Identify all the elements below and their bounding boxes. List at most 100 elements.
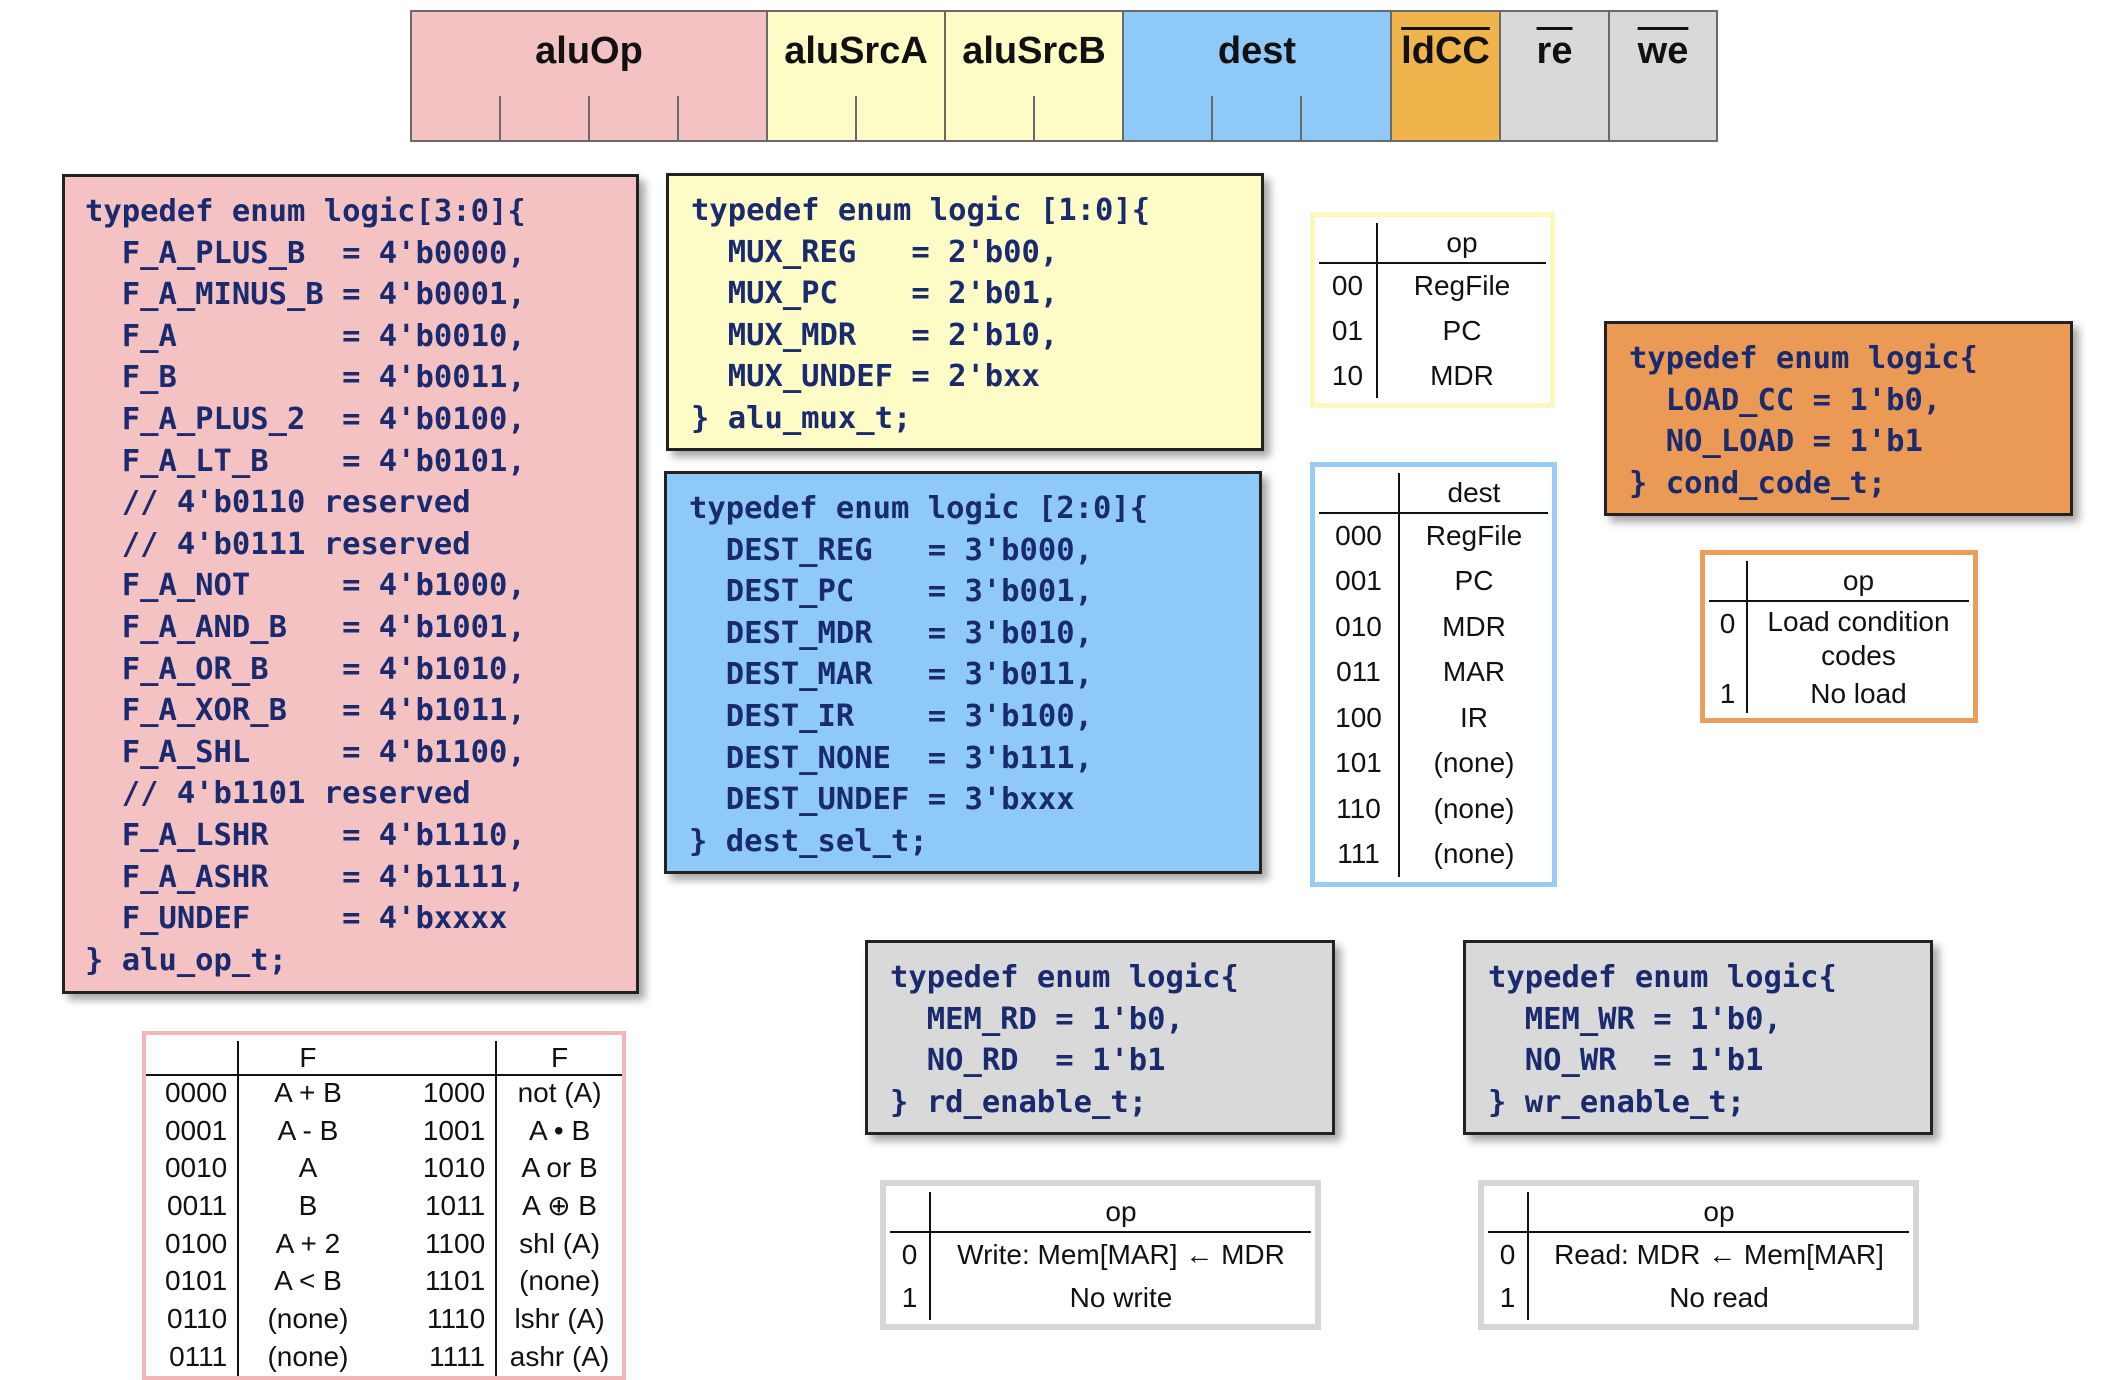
table-cell: 001 — [1335, 565, 1382, 597]
code-line: F_A_MINUS_B = 4'b0001, — [85, 277, 526, 313]
code-line: F_B = 4'b0011, — [85, 360, 526, 396]
code-line: DEST_MDR = 3'b010, — [689, 615, 1093, 651]
table-row: 110 (none) — [1319, 786, 1548, 832]
we-table: op 0 Write: Mem[MAR] ← MDR 1 No write — [880, 1180, 1321, 1330]
alu-src-table: op 00 RegFile 01 PC 10 MDR — [1310, 212, 1555, 408]
code-line: F_A = 4'b0010, — [85, 318, 526, 354]
code-line: NO_RD = 1'b1 — [890, 1043, 1166, 1079]
table-cell: (none) — [1398, 740, 1548, 786]
table-row: 100 IR — [1319, 695, 1548, 741]
table-cell: No write — [929, 1276, 1311, 1320]
table-row: 00 RegFile — [1319, 263, 1546, 308]
table-header-cell — [1319, 473, 1399, 514]
table-row: 010 MDR — [1319, 604, 1548, 650]
table-cell: PC — [1376, 308, 1546, 353]
table-row: 001 PC — [1319, 558, 1548, 604]
table-cell: ashr (A) — [495, 1337, 622, 1376]
table-row: 0 Load condition codes — [1709, 601, 1969, 675]
table-cell: 110 — [1336, 792, 1381, 824]
field-dest: dest — [1124, 10, 1392, 142]
field-alusrca: aluSrcA — [768, 10, 946, 142]
table-cell: 1 — [1499, 1282, 1516, 1313]
table-cell: 1100 — [424, 1227, 486, 1259]
wr-enable-enum: typedef enum logic{ MEM_WR = 1'b0, NO_WR… — [1463, 940, 1933, 1135]
code-line: F_A_SHL = 4'b1100, — [85, 734, 526, 770]
ldcc-table-body: op 0 Load condition codes 1 No load — [1709, 561, 1969, 713]
cond-code-enum: typedef enum logic{ LOAD_CC = 1'b0, NO_L… — [1604, 321, 2073, 516]
code-line: typedef enum logic [1:0]{ — [691, 193, 1151, 228]
table-cell: (none) — [495, 1262, 622, 1301]
we-table-body: op 0 Write: Mem[MAR] ← MDR 1 No write — [890, 1192, 1311, 1320]
table-cell: B — [237, 1187, 377, 1225]
alu-op-enum: typedef enum logic[3:0]{ F_A_PLUS_B = 4'… — [62, 174, 639, 994]
alu-src-table-body: op 00 RegFile 01 PC 10 MDR — [1319, 223, 1546, 398]
code-line: F_A_LSHR = 4'b1110, — [85, 817, 526, 853]
code-line: } alu_op_t; — [85, 942, 287, 978]
code-line: DEST_NONE = 3'b111, — [689, 740, 1093, 776]
rd-enable-enum: typedef enum logic{ MEM_RD = 1'b0, NO_RD… — [865, 940, 1335, 1135]
table-cell: A + B — [237, 1074, 377, 1112]
dest-table: dest 000 RegFile 001 PC 010 MDR 011 MAR 100 IR 101 (… — [1310, 462, 1557, 887]
table-cell: 0 — [1499, 1238, 1516, 1270]
table-cell: 1011 — [424, 1189, 486, 1221]
table-header-cell: op — [1527, 1192, 1909, 1233]
table-cell: MAR — [1398, 649, 1548, 695]
table-cell: 0000 — [164, 1076, 228, 1108]
code-line: DEST_PC = 3'b001, — [689, 574, 1093, 610]
code-line: F_A_XOR_B = 4'b1011, — [85, 693, 526, 729]
table-cell: A ⊕ B — [495, 1187, 622, 1225]
table-cell: A + 2 — [237, 1224, 377, 1263]
table-cell: 101 — [1335, 747, 1382, 779]
table-cell: 10 — [1331, 359, 1364, 391]
table-cell: Read: MDR ← Mem[MAR] — [1527, 1232, 1909, 1276]
table-cell: A • B — [495, 1111, 622, 1150]
table-cell: (none) — [237, 1300, 377, 1338]
table-cell: 1101 — [424, 1265, 486, 1297]
table-row: 0001 A - B 1001 A • B — [146, 1111, 622, 1150]
table-cell: RegFile — [1376, 263, 1546, 308]
code-line: MEM_RD = 1'b0, — [890, 1001, 1184, 1037]
table-cell: PC — [1398, 558, 1548, 604]
table-cell: 0 — [901, 1238, 918, 1270]
table-cell: 0010 — [164, 1152, 228, 1184]
code-line: F_A_LT_B = 4'b0101, — [85, 443, 526, 479]
code-line: typedef enum logic[3:0]{ — [85, 194, 526, 229]
code-line: F_A_AND_B = 4'b1001, — [85, 609, 526, 645]
code-line: } wr_enable_t; — [1488, 1084, 1746, 1120]
table-row: 01 PC — [1319, 308, 1546, 353]
field-alusrca-label: aluSrcA — [784, 30, 928, 72]
table-row: 101 (none) — [1319, 740, 1548, 786]
table-cell: (none) — [237, 1337, 377, 1376]
code-line: MUX_UNDEF = 2'bxx — [691, 359, 1040, 395]
table-row: 1 No load — [1709, 675, 1969, 713]
alu-op-header-f2: F — [495, 1041, 622, 1076]
code-line: } alu_mux_t; — [691, 400, 912, 436]
table-row: 0000 A + B 1000 not (A) — [146, 1074, 622, 1112]
code-line: typedef enum logic{ — [1488, 960, 1837, 995]
code-line: MUX_MDR = 2'b10, — [691, 317, 1059, 353]
table-cell: MDR — [1376, 353, 1546, 398]
table-cell: 00 — [1331, 270, 1364, 301]
alu-op-header-f1: F — [237, 1041, 377, 1076]
table-cell: shl (A) — [495, 1224, 622, 1263]
code-line: F_A_OR_B = 4'b1010, — [85, 651, 526, 687]
table-cell: 1001 — [422, 1114, 486, 1146]
table-cell: A — [237, 1149, 377, 1188]
code-line: } rd_enable_t; — [890, 1084, 1148, 1120]
code-line: DEST_REG = 3'b000, — [689, 532, 1093, 568]
code-line: F_A_NOT = 4'b1000, — [85, 568, 526, 604]
table-cell: Load condition codes — [1746, 601, 1969, 675]
table-cell: lshr (A) — [495, 1300, 622, 1338]
field-we: we — [1610, 10, 1718, 142]
field-aluop: aluOp — [410, 10, 768, 142]
table-cell: 1 — [901, 1282, 918, 1313]
table-header-cell: op — [1376, 223, 1546, 264]
table-cell: 111 — [1337, 838, 1380, 870]
alu-mux-enum: typedef enum logic [1:0]{ MUX_REG = 2'b0… — [666, 173, 1264, 451]
code-line: // 4'b0111 reserved — [85, 526, 471, 562]
field-re: re — [1501, 10, 1610, 142]
code-line: } dest_sel_t; — [689, 823, 928, 859]
table-cell: 01 — [1331, 314, 1364, 346]
table-header-cell — [1488, 1192, 1528, 1233]
code-line: // 4'b0110 reserved — [85, 485, 471, 521]
